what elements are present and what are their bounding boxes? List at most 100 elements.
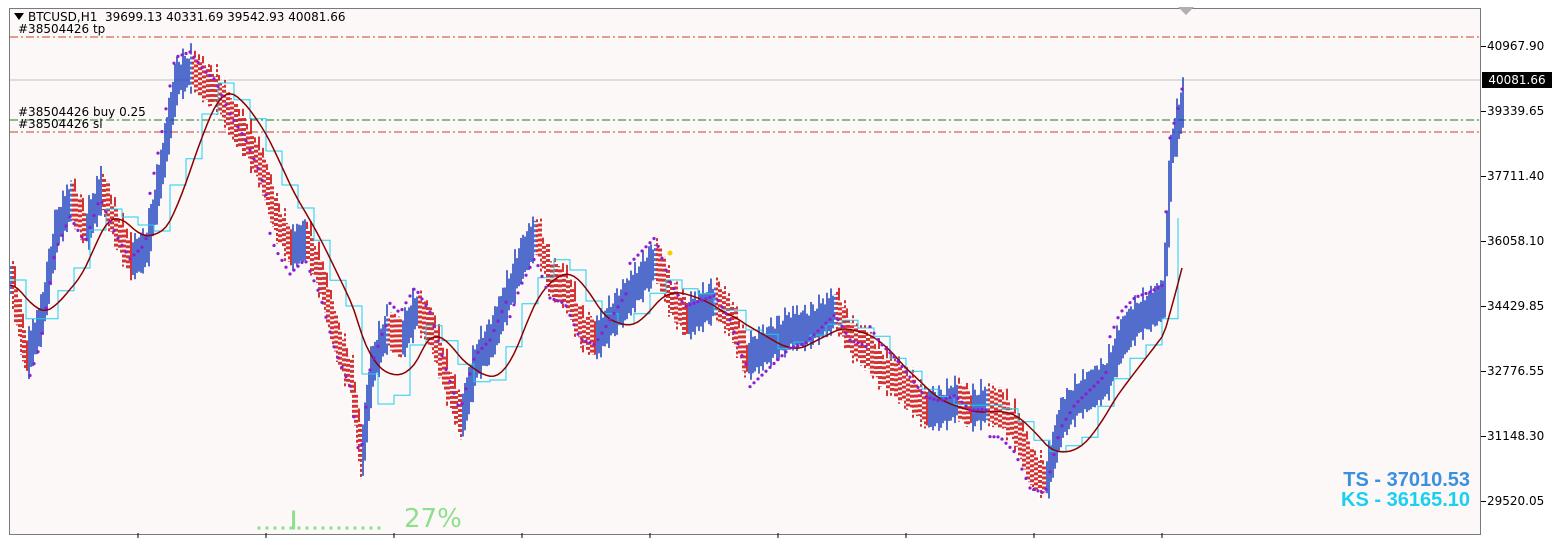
sar-dot [556, 299, 560, 303]
candle [476, 344, 478, 378]
sar-dot [80, 235, 84, 239]
candle [410, 305, 412, 338]
sar-dot [840, 324, 844, 328]
candle [62, 190, 64, 242]
sar-dot [192, 55, 196, 59]
candle [34, 322, 36, 355]
candle [40, 294, 42, 347]
candle [670, 281, 672, 313]
sar-dot [216, 84, 220, 88]
candle [896, 361, 898, 398]
candle [796, 305, 798, 351]
candle [1008, 400, 1010, 437]
candle [362, 424, 364, 476]
candle [688, 302, 690, 335]
candle [1156, 283, 1158, 326]
sar-dot [636, 253, 640, 257]
candle [1112, 345, 1114, 382]
buy-order-label[interactable]: #38504426 buy 0.25 [18, 105, 146, 119]
candle [842, 307, 844, 337]
sar-dot [780, 354, 784, 358]
sar-dot [664, 268, 668, 272]
sar-dot [1152, 288, 1156, 292]
candle [404, 307, 406, 357]
candle [292, 224, 294, 271]
sar-dot [288, 272, 292, 276]
candle [742, 324, 744, 372]
sar-dot [936, 398, 940, 402]
candle [302, 220, 304, 262]
chart-shift-marker[interactable] [1178, 7, 1194, 15]
sar-dot [736, 342, 740, 346]
sar-dot [512, 303, 516, 307]
candle [462, 393, 464, 437]
sar-dot [1164, 210, 1168, 214]
candle [322, 261, 324, 305]
candle [830, 288, 832, 336]
candle [526, 231, 528, 271]
candle [1162, 280, 1164, 319]
sar-dot [88, 225, 92, 230]
candle [572, 287, 574, 324]
candle [904, 363, 906, 409]
sar-dot [136, 249, 140, 253]
candle [482, 337, 484, 366]
candle [162, 142, 164, 185]
candle [366, 384, 368, 443]
candle [290, 229, 292, 266]
candle [1148, 292, 1150, 330]
candle [166, 117, 168, 162]
dropdown-triangle-icon[interactable] [14, 13, 24, 20]
candle [388, 316, 390, 346]
candle [690, 291, 692, 340]
sar-dot [608, 318, 612, 322]
sar-dot [172, 61, 176, 65]
candle [1108, 344, 1110, 401]
price-candles-layer [10, 43, 1184, 500]
candle [382, 324, 384, 357]
sar-dot [400, 308, 404, 312]
sar-dot [640, 249, 644, 253]
sar-dot [732, 330, 736, 334]
sar-dot [212, 77, 216, 81]
tp-order-label[interactable]: #38504426 tp [18, 22, 106, 36]
candle [344, 331, 346, 387]
candle [358, 408, 360, 462]
candle [644, 261, 646, 291]
signal-dot [667, 250, 673, 256]
candle [850, 322, 852, 353]
candle [32, 318, 34, 367]
sar-dot [852, 339, 856, 344]
chart-plot-area[interactable] [9, 8, 1481, 535]
candle [168, 97, 170, 155]
sar-dot [164, 107, 168, 111]
sar-dot [344, 374, 348, 379]
sar-dot [1156, 286, 1160, 290]
progress-percent: 27% [404, 504, 462, 534]
sar-dot [804, 340, 808, 345]
candle [226, 92, 228, 127]
sar-dot [1160, 284, 1164, 288]
candle [1104, 365, 1106, 397]
candle [502, 287, 504, 332]
sl-order-label[interactable]: #38504426 sl [18, 117, 103, 131]
candle [730, 304, 732, 333]
candle [1146, 295, 1148, 330]
candle [478, 339, 480, 374]
sar-dot [392, 305, 396, 309]
sar-dot [28, 373, 32, 378]
candle [918, 387, 920, 416]
sar-dot [116, 236, 120, 240]
candle [164, 123, 166, 178]
candle [628, 280, 630, 314]
candle [550, 261, 552, 293]
candle [446, 348, 448, 406]
sar-dot [1072, 404, 1076, 408]
candle [1160, 280, 1162, 323]
candle [1124, 315, 1126, 355]
price-scale[interactable]: 40967.90 39339.65 37711.40 36058.10 3442… [1481, 8, 1566, 535]
candle [516, 258, 518, 289]
candle [412, 288, 414, 344]
